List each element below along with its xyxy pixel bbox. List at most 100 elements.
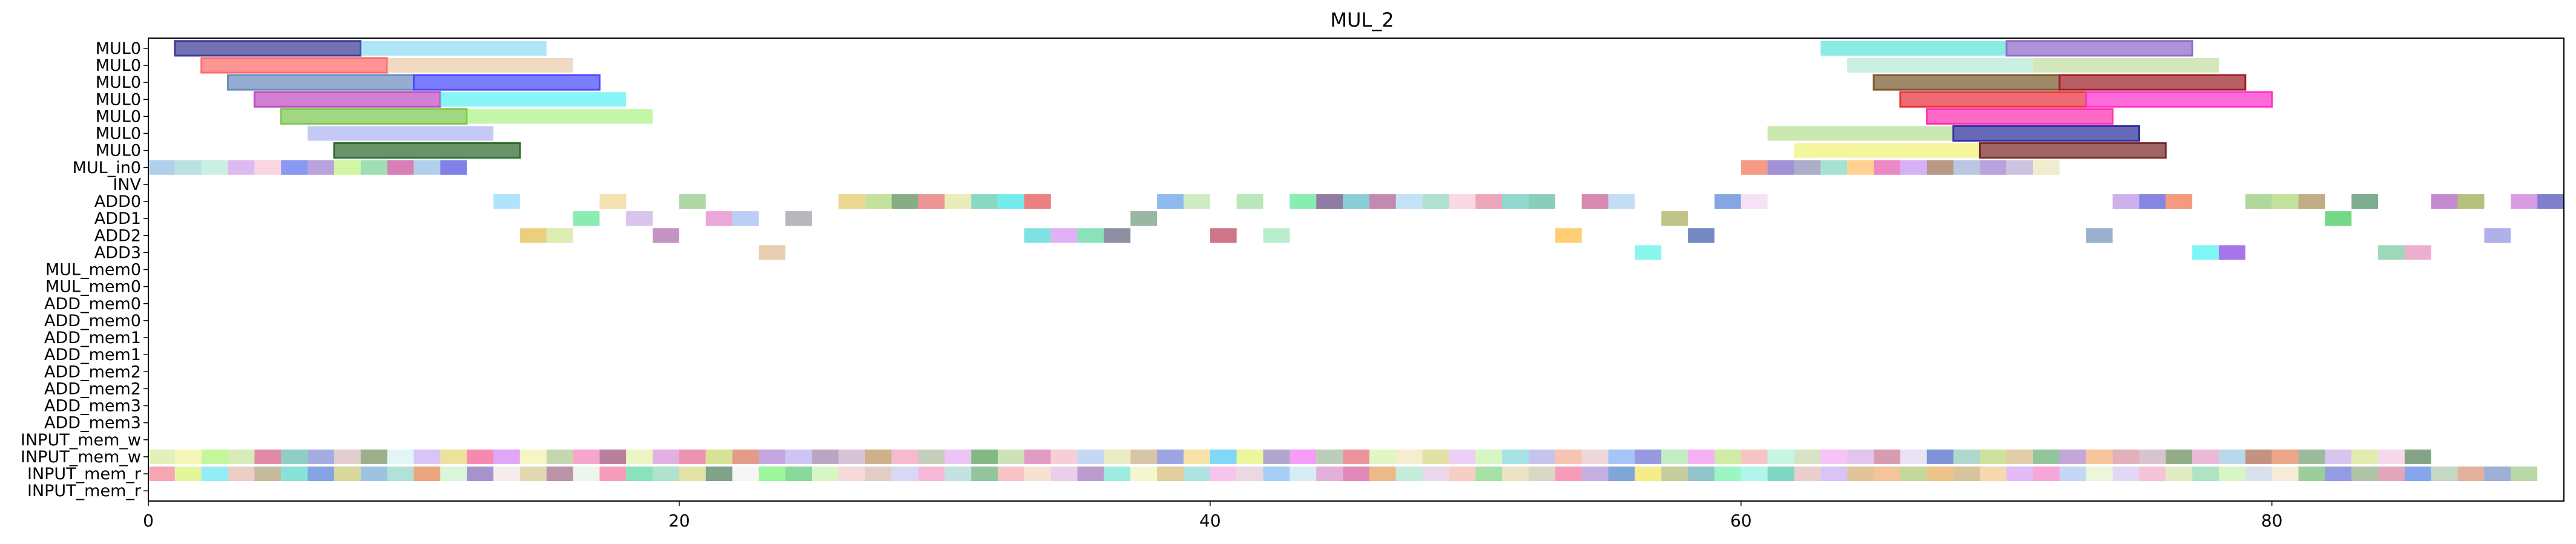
task-bar	[1661, 211, 1688, 226]
task-bar	[1475, 194, 1503, 209]
input-mem-w-bar	[998, 449, 1024, 464]
input-mem-r-bar	[1608, 466, 1635, 482]
input-mem-w-bar	[1980, 449, 2007, 464]
input-mem-r-bar	[1290, 466, 1317, 482]
x-tick-label: 80	[2261, 511, 2283, 531]
input-mem-w-bar	[626, 449, 653, 464]
input-mem-r-bar	[838, 466, 865, 482]
input-mem-r-bar	[1343, 466, 1369, 482]
input-mem-r-bar	[1077, 466, 1104, 482]
input-mem-w-bar	[2059, 449, 2086, 464]
input-mem-w-bar	[1874, 449, 1900, 464]
input-mem-w-bar	[201, 449, 228, 464]
input-mem-w-bar	[387, 449, 414, 464]
input-mem-w-bar	[1767, 449, 1794, 464]
task-bar	[1210, 228, 1237, 243]
input-mem-r-bar	[1847, 466, 1874, 482]
input-mem-r-bar	[599, 466, 627, 482]
task-bar	[1422, 194, 1449, 209]
input-mem-r-bar	[467, 466, 493, 482]
task-bar	[653, 228, 679, 243]
task-bar	[1130, 211, 1158, 226]
input-mem-r-bar	[1688, 466, 1715, 482]
input-mem-w-bar	[1449, 449, 1476, 464]
task-bar	[2085, 91, 2273, 108]
input-mem-r-bar	[732, 466, 759, 482]
task-bar	[2219, 245, 2245, 260]
task-bar	[280, 108, 468, 125]
input-mem-w-bar	[2112, 449, 2140, 464]
task-bar	[626, 211, 653, 226]
input-mem-w-bar	[228, 449, 255, 464]
input-mem-w-bar	[1608, 449, 1635, 464]
input-mem-w-bar	[2086, 449, 2113, 464]
y-tick-label: ADD2	[94, 226, 141, 245]
task-bar	[2378, 245, 2405, 260]
input-mem-w-bar	[148, 449, 175, 464]
input-mem-w-bar	[1343, 449, 1369, 464]
y-tick-label: MUL0	[96, 107, 141, 126]
input-mem-w-bar	[2351, 449, 2379, 464]
input-mem-w-bar	[1184, 449, 1210, 464]
task-bar	[387, 160, 414, 175]
input-mem-w-bar	[334, 449, 361, 464]
input-mem-r-bar	[387, 466, 414, 482]
input-mem-w-bar	[1369, 449, 1396, 464]
y-tick-label: INPUT_mem_r	[27, 482, 142, 500]
input-mem-r-bar	[1157, 466, 1184, 482]
task-bar	[918, 194, 945, 209]
input-mem-r-bar	[440, 466, 467, 482]
task-bar	[1050, 228, 1078, 243]
chart-title: MUL_2	[1330, 8, 1394, 31]
input-mem-r-bar	[812, 466, 838, 482]
task-bar	[546, 228, 573, 243]
input-mem-w-bar	[2378, 449, 2405, 464]
input-mem-w-bar	[785, 449, 812, 464]
input-mem-r-bar	[2484, 466, 2511, 482]
y-tick-label: ADD_mem1	[44, 329, 141, 347]
task-bar	[2325, 211, 2352, 226]
task-bar	[412, 74, 601, 91]
input-mem-r-bar	[1926, 466, 1954, 482]
input-mem-w-bar	[1077, 449, 1104, 464]
input-mem-w-bar	[1422, 449, 1449, 464]
y-tick-label: MUL0	[96, 125, 141, 143]
task-bar	[2511, 194, 2538, 209]
input-mem-r-bar	[1210, 466, 1237, 482]
input-mem-w-bar	[1130, 449, 1158, 464]
task-bar	[2033, 160, 2060, 175]
task-bar	[1290, 194, 1317, 209]
task-bar	[1316, 194, 1343, 209]
input-mem-w-bar	[1263, 449, 1290, 464]
input-mem-w-bar	[1741, 449, 1768, 464]
y-tick-label: ADD_mem0	[44, 312, 141, 330]
task-bar	[1741, 160, 1768, 175]
input-mem-r-bar	[998, 466, 1024, 482]
task-bar	[2006, 160, 2034, 175]
y-tick-label: MUL0	[96, 39, 141, 58]
input-mem-w-bar	[679, 449, 706, 464]
task-bar	[679, 194, 706, 209]
input-mem-r-bar	[2511, 466, 2538, 482]
task-bar	[228, 160, 255, 175]
task-bar	[1688, 228, 1715, 243]
y-tick-label: MUL0	[96, 90, 141, 109]
task-bar	[174, 40, 362, 57]
input-mem-r-bar	[2431, 466, 2458, 482]
task-bar	[1024, 228, 1051, 243]
input-mem-w-bar	[254, 449, 282, 464]
task-bar	[1529, 194, 1555, 209]
input-mem-r-bar	[2404, 466, 2431, 482]
y-tick-label: ADD_mem2	[44, 379, 141, 398]
y-tick-label: MUL_mem0	[45, 278, 141, 297]
y-tick-label: ADD1	[94, 209, 141, 228]
input-mem-r-bar	[1104, 466, 1131, 482]
input-mem-w-bar	[2271, 449, 2299, 464]
input-mem-w-bar	[174, 449, 202, 464]
task-bar	[387, 57, 573, 73]
input-mem-r-bar	[891, 466, 918, 482]
input-mem-r-bar	[1820, 466, 1848, 482]
x-tick-label: 0	[143, 511, 154, 531]
task-bar	[333, 142, 521, 159]
input-mem-r-bar	[626, 466, 653, 482]
